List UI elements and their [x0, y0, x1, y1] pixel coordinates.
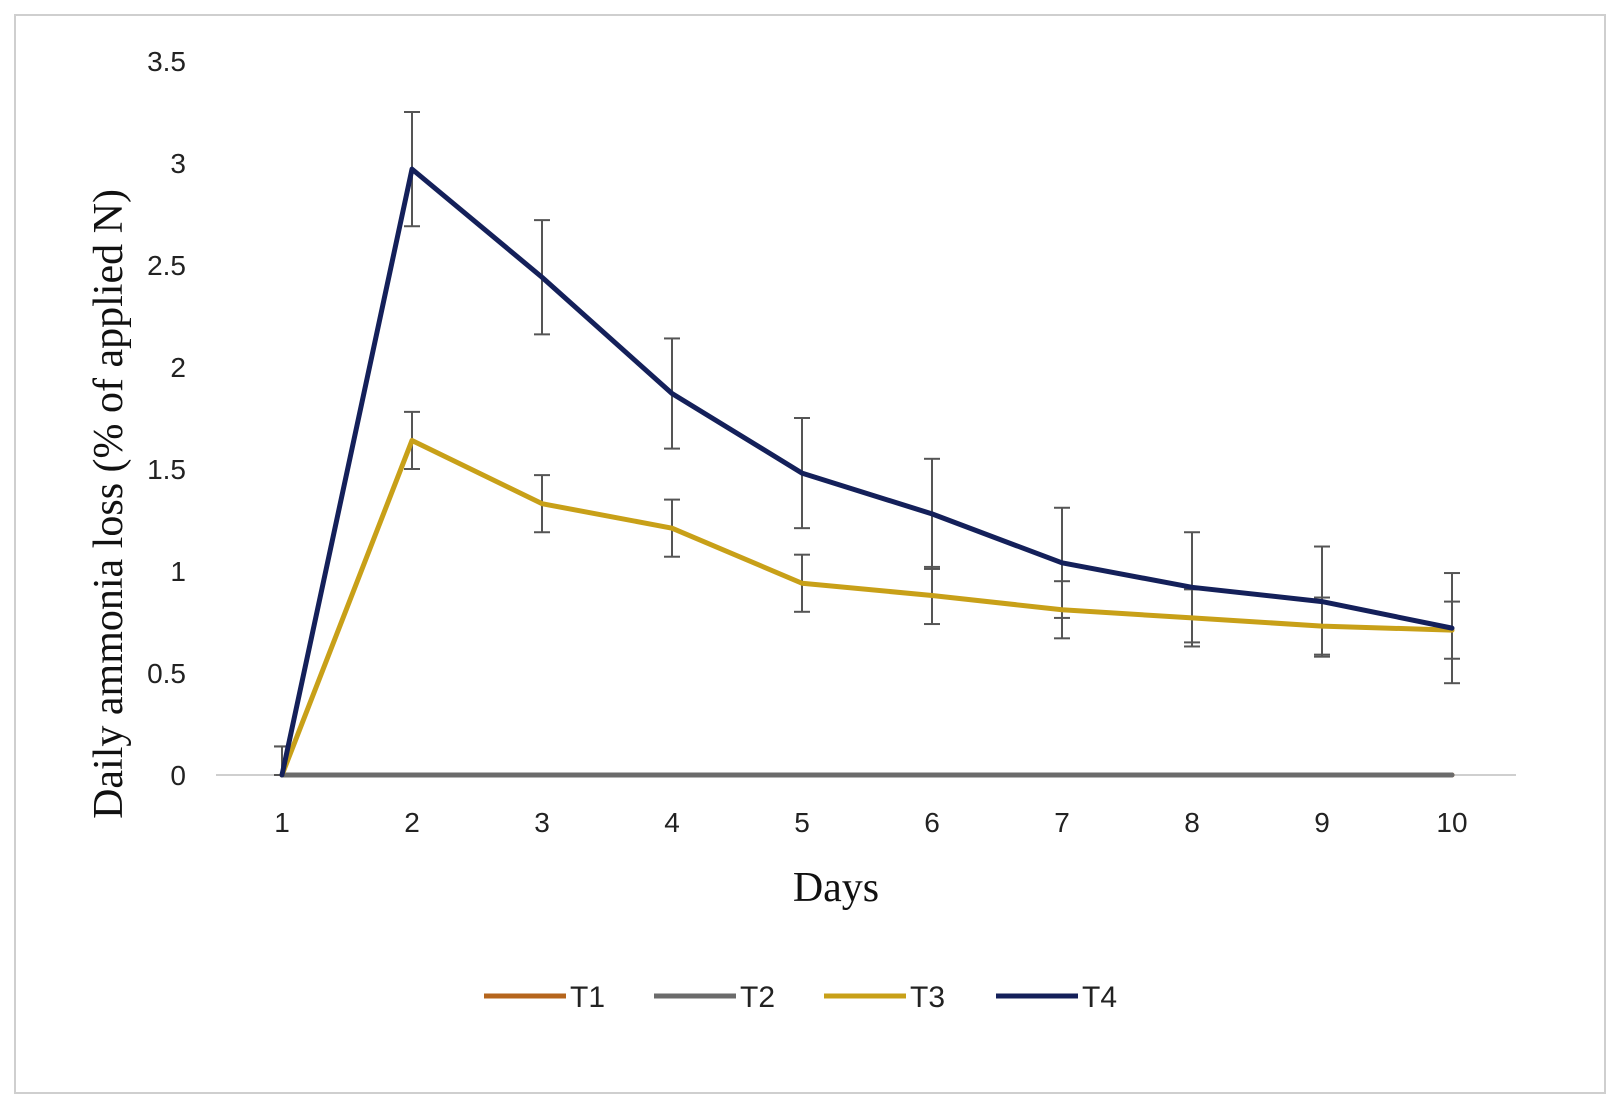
x-axis-title: Days: [793, 865, 879, 911]
error-bars: [274, 111, 1460, 776]
y-tick-label: 1: [170, 556, 186, 587]
legend-label: T4: [1082, 981, 1117, 1014]
x-tick-label: 9: [1314, 807, 1330, 838]
x-tick-label: 5: [794, 807, 810, 838]
y-tick-label: 2: [170, 352, 186, 383]
x-tick-label: 6: [924, 807, 940, 838]
legend-label: T1: [570, 981, 605, 1014]
x-tick-label: 3: [534, 807, 550, 838]
legend-item-t1: T1: [484, 981, 605, 1014]
legend: T1 T2 T3 T4: [484, 981, 1117, 1014]
y-tick-label: 0: [170, 760, 186, 791]
series-line-t4: [279, 166, 1455, 778]
x-tick-label: 2: [404, 807, 420, 838]
x-tick-label: 8: [1184, 807, 1200, 838]
x-tick-label: 1: [274, 807, 290, 838]
y-tick-label: 3.5: [147, 46, 186, 77]
y-axis-title: Daily ammonia loss (% of applied N): [86, 189, 132, 819]
y-tick-label: 2.5: [147, 250, 186, 281]
legend-item-t2: T2: [654, 981, 775, 1014]
series-lines: [279, 166, 1455, 778]
x-tick-label: 4: [664, 807, 680, 838]
x-tick-label: 10: [1436, 807, 1467, 838]
y-tick-label: 0.5: [147, 658, 186, 689]
x-tick-label: 7: [1054, 807, 1070, 838]
y-tick-label: 3: [170, 148, 186, 179]
line-chart: 0 0.5 1 1.5 2 2.5 3 3.5 1 2 3 4 5 6 7 8 9 10 Days Daily …: [86, 46, 1516, 1014]
chart-frame: 0 0.5 1 1.5 2 2.5 3 3.5 1 2 3 4 5 6 7 8 9 10 Days Daily …: [14, 14, 1606, 1094]
legend-label: T3: [910, 981, 945, 1014]
series-line-t3: [279, 437, 1455, 778]
x-axis-ticks: 1 2 3 4 5 6 7 8 9 10: [274, 807, 1467, 838]
y-axis-ticks: 0 0.5 1 1.5 2 2.5 3 3.5: [147, 46, 186, 791]
legend-label: T2: [740, 981, 775, 1014]
legend-item-t4: T4: [996, 981, 1117, 1014]
y-tick-label: 1.5: [147, 454, 186, 485]
legend-item-t3: T3: [824, 981, 945, 1014]
